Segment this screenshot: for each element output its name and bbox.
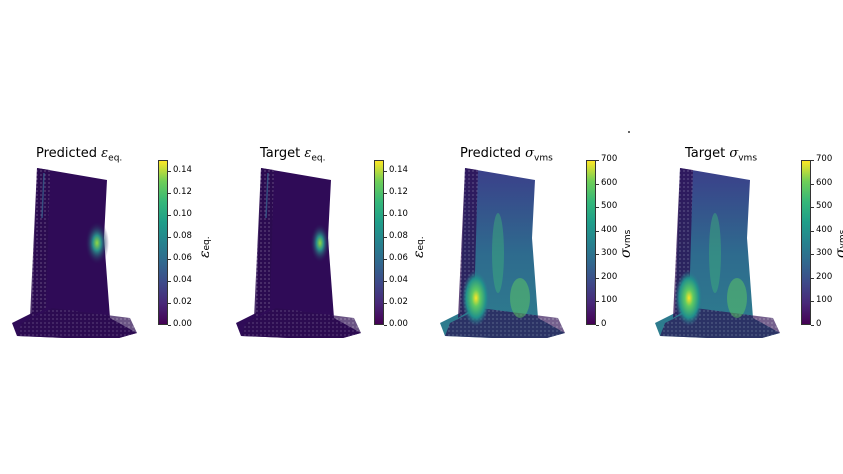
colorbar-tick-label: 500 [816, 201, 833, 212]
colorbar-tick-mark [168, 281, 171, 282]
colorbar-tick-label: 500 [601, 201, 618, 212]
colorbar-tick-label: 0.04 [173, 275, 192, 285]
colorbar-tick-label: 700 [816, 154, 833, 164]
panel-predicted-stress: Predicted σvms σvms 0 100 200 300 400 500 600 7… [440, 140, 640, 340]
panel-target-stress: Target σvms σvms 0 100 200 300 400 500 600 700 [655, 140, 843, 340]
colorbar-tick-label: 0.10 [173, 209, 192, 219]
colorbar-tick-mark [384, 325, 387, 326]
colorbar-tick-mark [811, 301, 814, 303]
colorbar-tick-label: 0.02 [173, 297, 192, 307]
colorbar-label: σvms [618, 229, 634, 258]
colorbar-tick-label: 0.14 [389, 165, 408, 175]
colorbar-tick-mark [384, 281, 387, 282]
colorbar-tick-mark [596, 301, 599, 303]
colorbar-tick-label: 700 [601, 154, 618, 164]
colorbar-tick-mark [384, 237, 387, 238]
colorbar-tick-mark [168, 193, 171, 194]
strain-field-plot [12, 168, 137, 338]
colorbar-tick-label: 0.06 [173, 253, 192, 263]
colorbar-tick-mark [811, 183, 814, 185]
colorbar-tick-label: 100 [816, 295, 833, 306]
colorbar-tick-mark [811, 160, 814, 161]
colorbar-tick-mark [596, 207, 599, 209]
colorbar-tick-label: 0.00 [389, 319, 408, 329]
colorbar-tick-label: 600 [601, 177, 618, 188]
colorbar-tick-label: 0.02 [389, 297, 408, 307]
colorbar-tick-mark [596, 277, 599, 279]
colorbar-tick-label: 200 [816, 271, 833, 282]
colorbar-tick-label: 600 [816, 177, 833, 188]
colorbar-tick-label: 100 [601, 295, 618, 306]
colorbar-tick-mark [596, 160, 599, 161]
colorbar-tick-label: 300 [816, 248, 833, 259]
colorbar-tick-mark [168, 259, 171, 260]
colorbar-tick-mark [811, 325, 814, 326]
panel-title: Predicted σvms [460, 146, 553, 164]
panel-title: Predicted εeq. [36, 146, 123, 164]
colorbar-tick-label: 300 [601, 248, 618, 259]
colorbar-label: εeq. [197, 236, 213, 258]
colorbar-tick-mark [384, 259, 387, 260]
colorbar-tick-mark [384, 215, 387, 216]
colorbar-label: εeq. [411, 236, 427, 258]
colorbar-tick-label: 0.08 [389, 231, 408, 241]
colorbar-tick-label: 0.00 [173, 319, 192, 329]
colorbar-tick-mark [168, 303, 171, 304]
colorbar-tick-mark [596, 325, 599, 326]
colorbar-tick-mark [596, 183, 599, 185]
colorbar-tick-mark [596, 230, 599, 232]
stress-field-plot [440, 168, 565, 338]
colorbar-label: σvms [833, 229, 843, 258]
colorbar-tick-label: 0.12 [173, 187, 192, 197]
colorbar-tick-label: 0 [601, 319, 607, 329]
colorbar [374, 160, 384, 325]
colorbar-tick-mark [168, 325, 171, 326]
colorbar-tick-mark [596, 254, 599, 256]
colorbar [801, 160, 811, 325]
colorbar-tick-label: 400 [816, 224, 833, 235]
panel-title: Target εeq. [260, 146, 326, 164]
strain-field-plot [236, 168, 361, 338]
colorbar-tick-label: 0.10 [389, 209, 408, 219]
panel-predicted-strain: Predicted εeq. εeq. 0.00 0.02 0.04 0.06 0.08… [12, 140, 213, 340]
colorbar-tick-label: 0 [816, 319, 822, 329]
panel-target-strain: Target εeq. εeq. 0.00 0.02 0.04 0.06 0.08 0.1… [236, 140, 436, 340]
colorbar-tick-mark [811, 277, 814, 279]
colorbar-tick-label: 200 [601, 271, 618, 282]
colorbar-tick-mark [168, 215, 171, 216]
colorbar-tick-mark [811, 207, 814, 209]
colorbar-tick-mark [168, 237, 171, 238]
panel-title: Target σvms [685, 146, 758, 164]
stray-dot [628, 131, 630, 133]
colorbar [586, 160, 596, 325]
colorbar-tick-mark [168, 171, 171, 172]
colorbar-tick-label: 0.06 [389, 253, 408, 263]
colorbar-tick-mark [384, 193, 387, 194]
colorbar-tick-mark [811, 230, 814, 232]
colorbar-tick-mark [811, 254, 814, 256]
stress-field-plot [655, 168, 780, 338]
colorbar-tick-mark [384, 171, 387, 172]
colorbar-tick-mark [384, 303, 387, 304]
colorbar-tick-label: 400 [601, 224, 618, 235]
colorbar-tick-label: 0.04 [389, 275, 408, 285]
colorbar [158, 160, 168, 325]
colorbar-tick-label: 0.12 [389, 187, 408, 197]
colorbar-tick-label: 0.14 [173, 165, 192, 175]
colorbar-tick-label: 0.08 [173, 231, 192, 241]
